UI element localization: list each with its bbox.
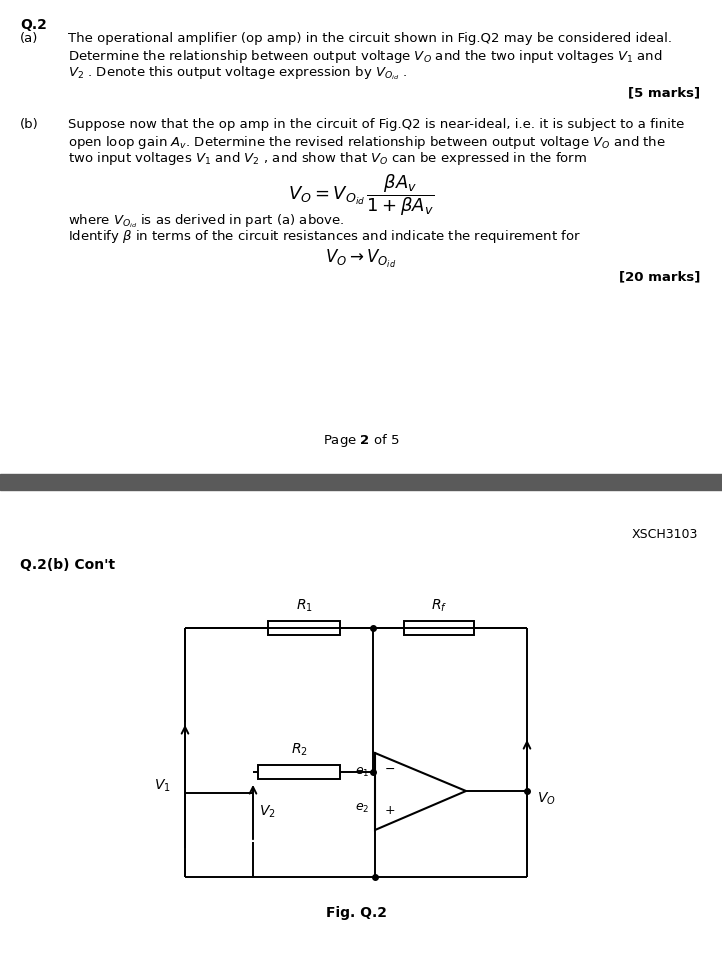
Text: where $V_{O_{id}}$ is as derived in part (a) above.: where $V_{O_{id}}$ is as derived in part… [68, 212, 344, 229]
Text: $e_2$: $e_2$ [355, 802, 369, 814]
Text: $V_O = V_{O_{id}}\,\dfrac{\beta A_v}{1 + \beta A_v}$: $V_O = V_{O_{id}}\,\dfrac{\beta A_v}{1 +… [288, 172, 434, 218]
Text: (b): (b) [20, 118, 39, 131]
Text: Page $\mathbf{2}$ of 5: Page $\mathbf{2}$ of 5 [323, 432, 399, 449]
Bar [268, 621, 340, 635]
Text: The operational amplifier (op amp) in the circuit shown in Fig.Q2 may be conside: The operational amplifier (op amp) in th… [68, 32, 672, 45]
Text: two input voltages $V_1$ and $V_2$ , and show that $V_O$ can be expressed in the: two input voltages $V_1$ and $V_2$ , and… [68, 150, 587, 167]
Text: $V_O \rightarrow V_{O_{id}}$: $V_O \rightarrow V_{O_{id}}$ [326, 248, 396, 270]
Text: $e_1$: $e_1$ [355, 765, 369, 779]
Text: $V_O$: $V_O$ [537, 791, 556, 807]
Text: Suppose now that the op amp in the circuit of Fig.Q2 is near-ideal, i.e. it is s: Suppose now that the op amp in the circu… [68, 118, 684, 131]
Text: (a): (a) [20, 32, 38, 45]
Text: $-$: $-$ [384, 761, 395, 775]
Text: $R_2$: $R_2$ [290, 741, 308, 758]
Bar [258, 765, 340, 779]
Text: [20 marks]: [20 marks] [619, 270, 700, 283]
Bar [404, 621, 474, 635]
Text: $+$: $+$ [384, 804, 395, 816]
Text: Determine the relationship between output voltage $V_O$ and the two input voltag: Determine the relationship between outpu… [68, 48, 663, 65]
Text: $V_2$ . Denote this output voltage expression by $V_{O_{id}}$ .: $V_2$ . Denote this output voltage expre… [68, 64, 407, 82]
Text: $V_2$: $V_2$ [259, 804, 276, 820]
Text: XSCH3103: XSCH3103 [632, 528, 698, 541]
Text: Fig. Q.2: Fig. Q.2 [326, 906, 386, 920]
Bar [0, 474, 722, 490]
Text: Q.2: Q.2 [20, 18, 47, 32]
Text: open loop gain $A_v$. Determine the revised relationship between output voltage : open loop gain $A_v$. Determine the revi… [68, 134, 666, 151]
Text: $R_f$: $R_f$ [431, 597, 447, 614]
Text: Q.2(b) Con't: Q.2(b) Con't [20, 558, 115, 572]
Text: $V_1$: $V_1$ [155, 778, 171, 794]
Text: $R_1$: $R_1$ [295, 597, 313, 614]
Text: [5 marks]: [5 marks] [628, 86, 700, 99]
Text: Identify $\beta$ in terms of the circuit resistances and indicate the requiremen: Identify $\beta$ in terms of the circuit… [68, 228, 580, 245]
